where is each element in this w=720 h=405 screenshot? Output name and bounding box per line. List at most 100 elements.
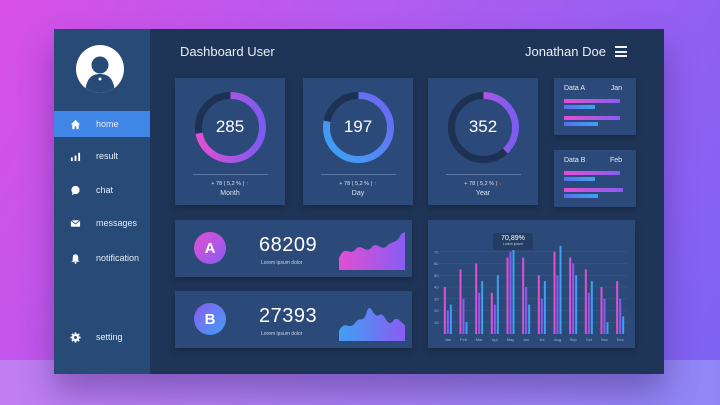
donut-card-month: 285 + 78 ( 5,2 % ) ↑ Month bbox=[175, 78, 285, 205]
x-tick-label: Dec bbox=[617, 337, 624, 342]
mini-bar bbox=[564, 188, 623, 192]
donut-stat: + 78 ( 5,2 % ) ↑ bbox=[175, 181, 285, 187]
sidebar-item-label: messages bbox=[96, 218, 138, 228]
sidebar-item-messages[interactable]: messages bbox=[54, 210, 150, 236]
mini-bar bbox=[564, 105, 595, 109]
divider bbox=[193, 174, 268, 175]
stat-text: + 78 ( 5,2 % ) bbox=[339, 181, 373, 187]
home-icon bbox=[54, 119, 96, 130]
bar-blue[interactable] bbox=[543, 281, 546, 334]
stat-card-a: A 68209 Lorem ipsum dolor bbox=[175, 220, 412, 277]
bar-purple[interactable] bbox=[540, 298, 543, 334]
bar-purple[interactable] bbox=[478, 292, 481, 334]
sidebar-item-chat[interactable]: chat bbox=[54, 177, 150, 203]
gear-icon bbox=[54, 331, 96, 343]
page-title: Dashboard User bbox=[180, 44, 275, 59]
tooltip-value: 70,89% bbox=[501, 235, 525, 242]
y-tick-label: 10 bbox=[434, 320, 439, 325]
bar-purple[interactable] bbox=[603, 298, 606, 334]
stat-subtitle: Lorem ipsum dolor bbox=[261, 260, 303, 266]
bar-pink[interactable] bbox=[600, 287, 603, 334]
bar-chart-card: 70 60 50 40 30 20 10 Jan Feb Mar Apr May Jun Jul Aug Se… bbox=[428, 220, 635, 348]
x-tick-label: Feb bbox=[460, 337, 468, 342]
bar-pink[interactable] bbox=[443, 287, 446, 334]
x-tick-label: Jan bbox=[445, 337, 451, 342]
sidebar-item-home[interactable]: home bbox=[54, 111, 150, 137]
bar-purple[interactable] bbox=[446, 310, 449, 335]
sidebar-item-label: chat bbox=[96, 185, 114, 195]
mini-card-title: Data B bbox=[564, 157, 586, 164]
donut-label: Year bbox=[475, 190, 491, 197]
arrow-down-icon: ↓ bbox=[498, 181, 502, 187]
mini-bar bbox=[564, 171, 620, 175]
bar-pink[interactable] bbox=[490, 292, 493, 334]
stat-value: 27393 bbox=[259, 305, 318, 327]
hamburger-menu-icon[interactable] bbox=[615, 46, 627, 57]
tooltip-subtitle: Lorem ipsum bbox=[502, 242, 524, 246]
donut-label: Month bbox=[220, 190, 240, 197]
bar-purple[interactable] bbox=[493, 304, 496, 334]
bar-blue[interactable] bbox=[449, 304, 452, 334]
bar-purple[interactable] bbox=[525, 287, 528, 334]
donut-chart bbox=[195, 92, 266, 163]
avatar[interactable] bbox=[76, 45, 124, 93]
bar-pink[interactable] bbox=[459, 269, 462, 334]
bar-blue[interactable] bbox=[481, 281, 484, 334]
bar-pink[interactable] bbox=[553, 251, 556, 334]
mini-card-data-b: Data B Feb bbox=[554, 150, 636, 207]
bar-purple[interactable] bbox=[556, 275, 559, 334]
x-tick-label: Aug bbox=[554, 337, 561, 342]
x-tick-label: May bbox=[507, 337, 515, 342]
bar-blue[interactable] bbox=[606, 322, 609, 334]
area-sparkline bbox=[339, 307, 405, 341]
mini-card-title: Data A bbox=[564, 85, 586, 92]
donut-value: 285 bbox=[215, 117, 245, 136]
donut-chart bbox=[448, 92, 519, 163]
bar-pink[interactable] bbox=[584, 269, 587, 334]
y-tick-label: 70 bbox=[434, 249, 439, 254]
x-tick-label: Oct bbox=[586, 337, 593, 342]
user-name[interactable]: Jonathan Doe bbox=[525, 44, 606, 59]
envelope-icon bbox=[54, 218, 96, 229]
bar-blue[interactable] bbox=[528, 304, 531, 334]
x-tick-label: Apr bbox=[492, 337, 499, 342]
bar-blue[interactable] bbox=[465, 322, 468, 334]
mini-card-month: Jan bbox=[610, 85, 622, 92]
bell-icon bbox=[54, 253, 96, 264]
bar-blue[interactable] bbox=[622, 316, 625, 334]
bar-pink[interactable] bbox=[569, 257, 572, 334]
bar-chart: 70 60 50 40 30 20 10 Jan Feb Mar Apr May Jun Jul Aug Se… bbox=[434, 245, 628, 342]
y-tick-label: 30 bbox=[434, 296, 439, 301]
y-tick-label: 60 bbox=[434, 261, 439, 266]
tooltip: 70,89% Lorem ipsum bbox=[493, 233, 533, 250]
stat-card-b: B 27393 Lorem ipsum dolor bbox=[175, 291, 412, 348]
donut-card-day: 197 + 78 ( 5,2 % ) ↑ Day bbox=[303, 78, 413, 205]
y-tick-label: 40 bbox=[434, 285, 439, 290]
bar-pink[interactable] bbox=[475, 263, 478, 335]
bar-pink[interactable] bbox=[537, 275, 540, 334]
bar-purple[interactable] bbox=[572, 263, 575, 335]
chat-icon bbox=[54, 185, 96, 196]
bar-blue[interactable] bbox=[512, 245, 515, 334]
sidebar-item-notification[interactable]: notification bbox=[54, 245, 150, 271]
bar-purple[interactable] bbox=[619, 298, 622, 334]
dashboard-window: home result chat messages notification bbox=[54, 29, 664, 374]
bar-blue[interactable] bbox=[590, 281, 593, 334]
sidebar-item-label: result bbox=[96, 151, 119, 161]
bar-purple[interactable] bbox=[587, 292, 590, 334]
bar-purple[interactable] bbox=[509, 251, 512, 334]
bar-pink[interactable] bbox=[522, 257, 525, 334]
sidebar-item-setting[interactable]: setting bbox=[54, 324, 150, 350]
sidebar-item-label: notification bbox=[96, 253, 140, 263]
bar-blue[interactable] bbox=[559, 245, 562, 334]
bar-blue[interactable] bbox=[496, 275, 499, 334]
bar-purple[interactable] bbox=[462, 298, 465, 334]
stat-subtitle: Lorem ipsum dolor bbox=[261, 331, 303, 337]
divider bbox=[321, 174, 396, 175]
bar-blue[interactable] bbox=[575, 275, 578, 334]
bar-pink[interactable] bbox=[616, 281, 619, 334]
y-tick-label: 50 bbox=[434, 273, 439, 278]
bar-pink[interactable] bbox=[506, 257, 509, 334]
sidebar-item-label: setting bbox=[96, 332, 123, 342]
sidebar-item-result[interactable]: result bbox=[54, 143, 150, 169]
